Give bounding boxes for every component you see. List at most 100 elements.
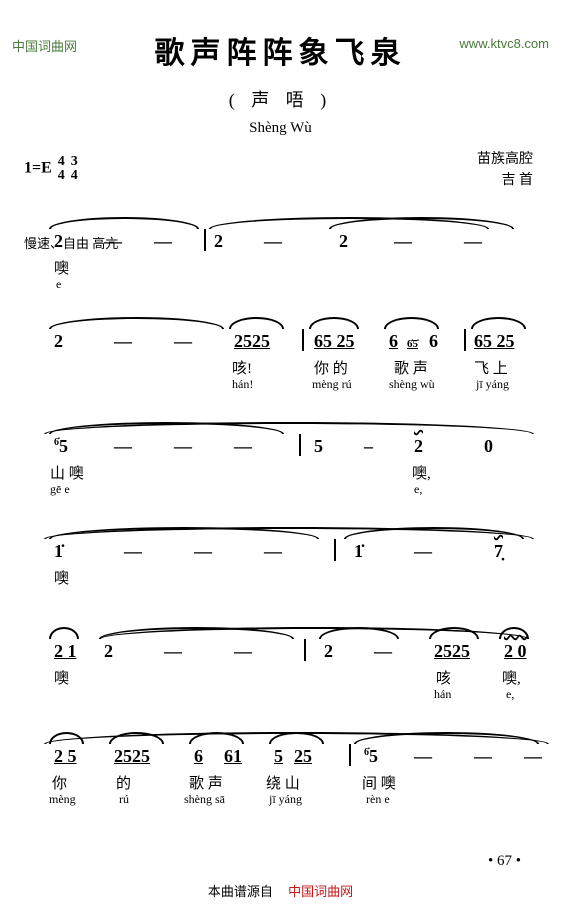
note: — (414, 541, 432, 562)
subtitle-chinese: ( 声 唔 ) (0, 86, 561, 112)
pinyin: mèng (49, 792, 76, 807)
note: — (464, 231, 482, 252)
pinyin: jī yáng (269, 792, 302, 807)
time-sig-2: 3 4 (71, 155, 78, 183)
note: 5 (274, 746, 283, 767)
note: 2 (339, 231, 348, 252)
note: 2 (324, 641, 333, 662)
score-line: 6̇5———5–20山 噢噢,gē ee, (44, 420, 517, 520)
note: 2525 (234, 331, 270, 352)
lyric: 的 (116, 772, 131, 793)
note: — (114, 331, 132, 352)
barline (464, 329, 466, 351)
time-sig-1: 4 4 (58, 155, 65, 183)
pinyin: e (56, 277, 61, 292)
note: — (474, 746, 492, 767)
barline (334, 539, 336, 561)
meta-row: 1=E 4 4 3 4 苗族高腔 吉 首 (0, 149, 561, 189)
tie-arc (49, 317, 224, 329)
note: — (154, 231, 172, 252)
note: — (394, 231, 412, 252)
note: — (174, 331, 192, 352)
footer: 本曲谱源自 中国词曲网 (0, 881, 561, 900)
barline (349, 744, 351, 766)
score-line: 2——2—2——噢e (44, 215, 517, 315)
footer-text: 本曲谱源自 (208, 884, 273, 899)
note: — (174, 436, 192, 457)
pinyin: mèng rú (312, 377, 352, 392)
key-text: 1=E (24, 160, 52, 177)
note: — (194, 541, 212, 562)
subtitle-pinyin: Shèng Wù (0, 120, 561, 137)
lyric: 噢 (54, 667, 69, 688)
note: — (374, 641, 392, 662)
barline (299, 434, 301, 456)
note: 1̇ (354, 541, 363, 562)
tie-arc (471, 317, 526, 329)
note: — (264, 231, 282, 252)
note: 1̇ (54, 541, 63, 562)
note: 2 (214, 231, 223, 252)
pinyin: jī yáng (476, 377, 509, 392)
barline (304, 639, 306, 661)
tie-arc (49, 627, 79, 639)
footer-source: 中国词曲网 (288, 884, 353, 899)
barline (302, 329, 304, 351)
lyric: 噢, (502, 667, 521, 688)
score-line: 2 525256615256̇5———你的歌 声绕 山间 噢mèngrúshèn… (44, 730, 517, 830)
barline (204, 229, 206, 251)
note: 6̇5 (54, 436, 68, 457)
pinyin: gē e (50, 482, 70, 497)
note: – (364, 436, 373, 457)
score-line: 2——252565 2566̇5̇665 25咳!你 的歌 声飞 上hán!mè… (44, 315, 517, 415)
note: 6 (389, 331, 398, 352)
note: 2525 (114, 746, 150, 767)
note: 2 (104, 641, 113, 662)
key-signature: 1=E 4 4 3 4 (24, 155, 78, 183)
note: — (264, 541, 282, 562)
pinyin: hán (434, 687, 451, 702)
lyric: 噢 (54, 567, 69, 588)
pinyin: e, (414, 482, 422, 497)
lyric: 咳! (232, 357, 252, 378)
note: — (124, 541, 142, 562)
note: — (234, 436, 252, 457)
tie-arc (309, 317, 359, 329)
note: — (234, 641, 252, 662)
note: 61 (224, 746, 242, 767)
watermark-right: www.ktvc8.com (459, 36, 549, 51)
pinyin: e, (506, 687, 514, 702)
note: 7̣ (494, 541, 503, 562)
lyric: 绕 山 (266, 772, 300, 793)
note: 6 (194, 746, 203, 767)
pinyin: hán! (232, 377, 253, 392)
note: 25 (294, 746, 312, 767)
pinyin: shèng wù (389, 377, 435, 392)
pinyin: shèng sā (184, 792, 225, 807)
lyric: 歌 声 (189, 772, 223, 793)
lyric: 山 噢 (50, 462, 84, 483)
page-number: • 67 • (488, 853, 521, 870)
note: 2 (54, 231, 63, 252)
pinyin: rèn e (366, 792, 390, 807)
note: 2 (414, 436, 423, 457)
note: 6 (429, 331, 438, 352)
note: 2 0 (504, 641, 527, 662)
note: 65 25 (474, 331, 515, 352)
note: 2 (54, 331, 63, 352)
note: 6̇5̇ (407, 331, 418, 352)
note: 5 (314, 436, 323, 457)
tie-arc (384, 317, 439, 329)
note: 6̇5 (364, 746, 378, 767)
note: — (524, 746, 542, 767)
note: — (164, 641, 182, 662)
note: 2 5 (54, 746, 77, 767)
lyric: 飞 上 (474, 357, 508, 378)
note: — (414, 746, 432, 767)
lyric: 你 (52, 772, 67, 793)
lyric: 你 的 (314, 357, 348, 378)
note: — (104, 231, 122, 252)
note: 2525 (434, 641, 470, 662)
composer-credit: 苗族高腔 吉 首 (477, 149, 533, 191)
lyric: 歌 声 (394, 357, 428, 378)
